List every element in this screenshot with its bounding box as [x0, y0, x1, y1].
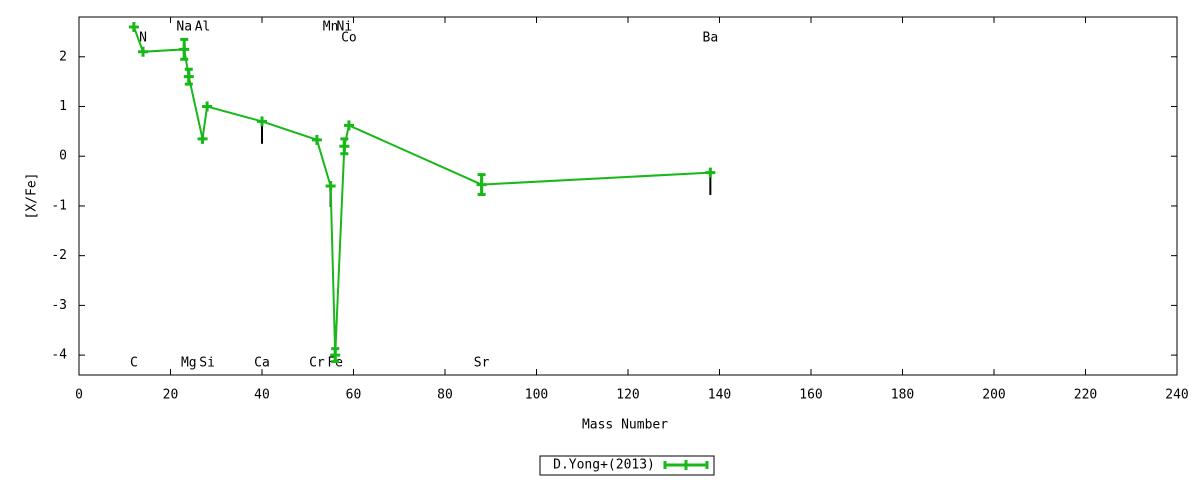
x-tick-label: 220 — [1074, 388, 1097, 403]
y-axis-label: [X/Fe] — [25, 173, 40, 220]
legend-swatch — [663, 460, 709, 470]
point-marker — [179, 44, 190, 55]
y-tick-label: -2 — [51, 248, 67, 263]
x-axis-label: Mass Number — [582, 418, 668, 433]
point-marker — [311, 134, 322, 145]
element-label: Cr — [309, 356, 325, 371]
y-tick-label: -4 — [51, 348, 67, 363]
x-tick-label: 80 — [437, 388, 453, 403]
plot-frame — [78, 16, 1178, 376]
point-marker — [128, 21, 139, 32]
legend-box — [539, 455, 715, 476]
element-label: Ni — [337, 20, 353, 35]
point-marker — [202, 101, 213, 112]
point-marker — [343, 120, 354, 131]
element-label: C — [130, 356, 138, 371]
element-label: Si — [199, 356, 215, 371]
x-tick-label: 60 — [346, 388, 362, 403]
y-tick-label: -3 — [51, 298, 67, 313]
point-marker — [197, 133, 208, 144]
point-marker — [330, 350, 341, 361]
element-label: Co — [341, 31, 357, 46]
element-label: Mn — [323, 20, 339, 35]
legend-label: D.Yong+(2013) — [553, 458, 655, 473]
element-label: Mg — [181, 356, 197, 371]
x-tick-label: 140 — [708, 388, 731, 403]
x-tick-label: 100 — [525, 388, 548, 403]
element-label: N — [139, 31, 147, 46]
x-tick-label: 120 — [616, 388, 639, 403]
y-tick-label: 2 — [59, 49, 67, 64]
data-line — [132, 26, 711, 356]
x-tick-label: 180 — [891, 388, 914, 403]
point-marker — [705, 167, 716, 178]
point-marker — [476, 179, 487, 190]
point-marker — [138, 46, 149, 57]
element-label: Al — [195, 20, 211, 35]
x-tick-label: 0 — [75, 388, 83, 403]
point-marker — [257, 116, 267, 127]
x-tick-label: 160 — [799, 388, 822, 403]
y-tick-label: 1 — [59, 99, 67, 114]
y-tick-label: 0 — [59, 149, 67, 164]
x-tick-label: 200 — [982, 388, 1005, 403]
y-tick-label: -1 — [51, 198, 67, 213]
x-tick-label: 40 — [254, 388, 270, 403]
point-marker — [325, 181, 336, 192]
element-label: Na — [176, 20, 192, 35]
element-label: Sr — [474, 356, 490, 371]
point-marker — [183, 71, 194, 82]
x-tick-label: 20 — [163, 388, 179, 403]
x-tick-label: 240 — [1165, 388, 1188, 403]
point-marker — [339, 141, 350, 152]
element-label: Ca — [254, 356, 270, 371]
element-label: Ba — [703, 31, 719, 46]
